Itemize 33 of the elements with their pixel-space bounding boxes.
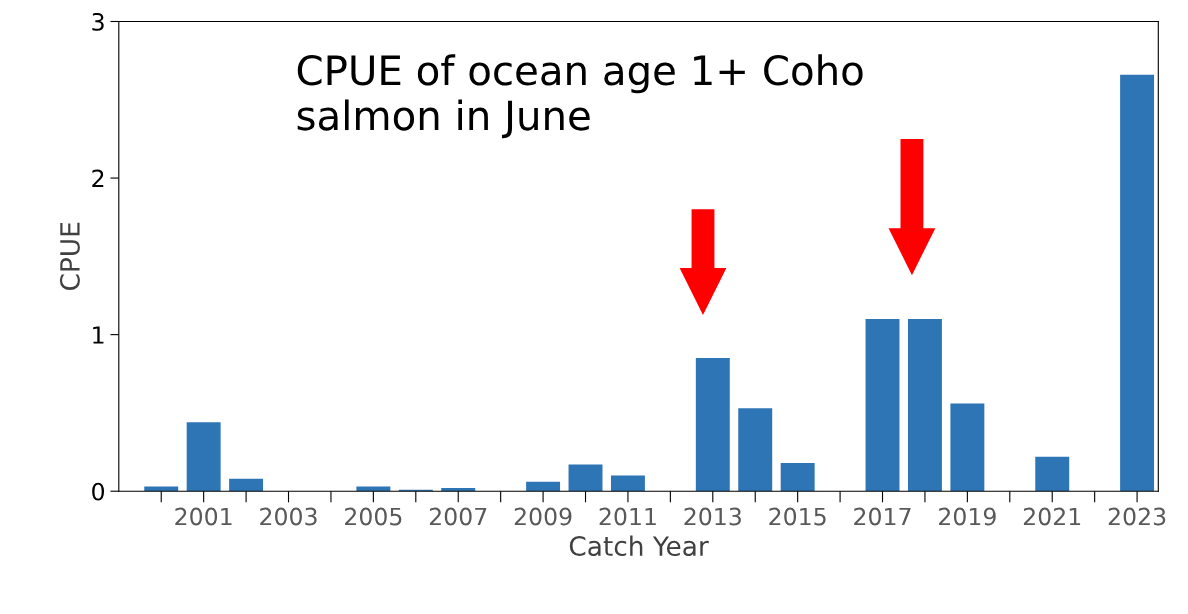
x-tick-label: 2003 xyxy=(260,507,317,526)
x-tick-label: 2017 xyxy=(854,507,911,526)
x-tick-label: 2011 xyxy=(599,507,656,526)
bar xyxy=(526,481,561,492)
bar xyxy=(229,478,264,492)
bar xyxy=(610,475,645,492)
x-tick-label: 2001 xyxy=(175,507,232,526)
bar xyxy=(1120,74,1155,492)
bar xyxy=(568,464,603,492)
x-tick-label: 2005 xyxy=(345,507,402,526)
bar xyxy=(695,358,730,492)
bar xyxy=(441,488,476,492)
bar xyxy=(865,318,900,492)
bar xyxy=(738,408,773,492)
y-tick-label: 3 xyxy=(92,12,104,31)
bar xyxy=(950,403,985,492)
y-tick-label: 0 xyxy=(92,482,105,501)
x-tick-label: 2013 xyxy=(684,507,741,526)
x-tick-label: 2023 xyxy=(1108,507,1166,526)
y-tick-label: 2 xyxy=(92,169,104,188)
x-axis-title: Catch Year xyxy=(569,535,709,557)
y-axis-title: CPUE xyxy=(59,222,80,291)
bar xyxy=(1035,456,1070,492)
bar xyxy=(186,422,221,492)
x-tick-label: 2019 xyxy=(939,507,996,526)
bar xyxy=(780,463,815,492)
x-tick-label: 2015 xyxy=(769,507,826,526)
y-tick-label: 1 xyxy=(93,326,104,344)
x-tick-label: 2009 xyxy=(514,507,572,526)
x-tick-label: 2021 xyxy=(1023,507,1081,526)
text: CPUE of ocean age 1+ Coho salmon in June xyxy=(297,54,863,139)
x-tick-label: 2007 xyxy=(429,507,487,526)
bar xyxy=(907,318,942,492)
